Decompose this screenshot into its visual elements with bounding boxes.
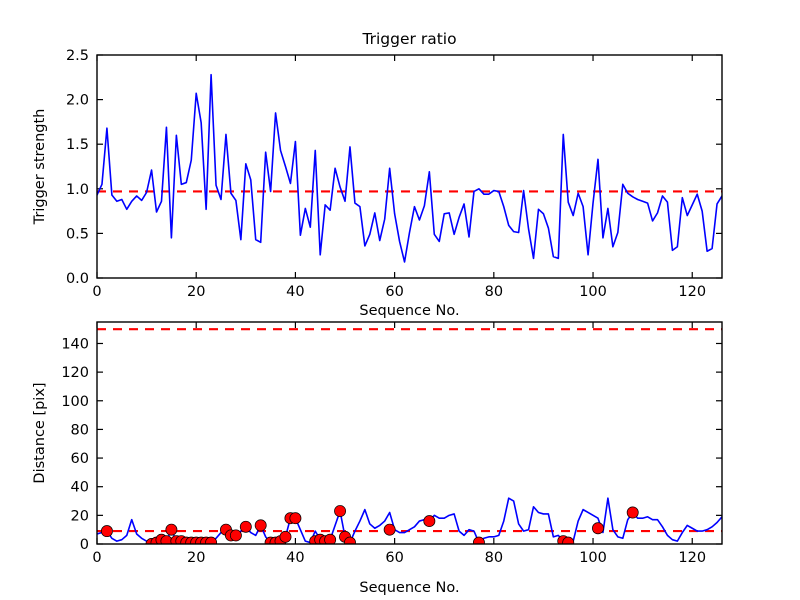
distance-ylabel: Distance [pix]: [32, 382, 48, 483]
distance-marker-point: [160, 535, 173, 544]
trigger-ratio-xtick-label: 20: [187, 284, 205, 300]
trigger-ratio-xtick-label: 40: [286, 284, 304, 300]
distance-xlabel: Sequence No.: [359, 580, 459, 596]
distance-marker-point: [324, 533, 337, 544]
trigger-ratio-title: Trigger ratio: [361, 30, 456, 48]
trigger-ratio-xtick-label: 80: [485, 284, 503, 300]
trigger-ratio-xtick-label: 120: [678, 284, 706, 300]
distance-marker-point: [592, 522, 604, 535]
distance-marker-point: [205, 536, 218, 544]
distance-marker-point: [423, 515, 436, 528]
distance-marker-point: [239, 520, 252, 533]
distance-marker-point: [289, 512, 302, 525]
distance-marker-point: [165, 523, 178, 536]
distance-marker-point: [100, 525, 113, 538]
distance-marker-point: [383, 523, 396, 536]
distance-marker-point: [254, 519, 267, 532]
distance-marker-point: [472, 536, 485, 544]
distance-marker-point: [626, 506, 639, 519]
distance-ytick-label: 140: [61, 336, 89, 352]
distance-xtick-label: 60: [385, 550, 403, 566]
distance-ytick-label: 60: [71, 451, 89, 467]
distance-ytick-label: 100: [61, 394, 89, 410]
distance-marker-point: [334, 505, 347, 518]
distance-xtick-label: 100: [579, 550, 607, 566]
trigger-ratio-ylabel: Trigger strength: [32, 109, 48, 226]
trigger-ratio-ytick-label: 0.0: [66, 271, 89, 287]
trigger-ratio-ytick-label: 2.5: [66, 48, 89, 64]
trigger-ratio-ytick-label: 0.5: [66, 226, 89, 242]
distance-ytick-label: 120: [61, 365, 89, 381]
trigger-ratio-ytick-label: 2.0: [66, 93, 89, 109]
distance-ytick-label: 0: [80, 537, 89, 553]
distance-xtick-label: 0: [92, 550, 101, 566]
distance-marker-point: [344, 536, 356, 544]
distance-xtick-label: 20: [187, 550, 205, 566]
distance-axes-frame: [96, 321, 723, 545]
distance-ytick-label: 80: [71, 422, 89, 438]
distance-xtick-label: 80: [485, 550, 503, 566]
distance-xtick-label: 120: [678, 550, 706, 566]
trigger-ratio-xlabel: Sequence No.: [359, 303, 459, 319]
distance-ytick-label: 20: [71, 508, 89, 524]
distance-marker-point: [279, 530, 292, 543]
distance-xtick-label: 40: [286, 550, 304, 566]
trigger-ratio-axes-frame: [96, 54, 723, 279]
trigger-ratio-xtick-label: 100: [579, 284, 607, 300]
trigger-ratio-ytick-label: 1.0: [66, 182, 89, 198]
trigger-ratio-xtick-label: 0: [92, 284, 101, 300]
trigger-ratio-ytick-label: 1.5: [66, 137, 89, 153]
distance-marker-point: [562, 536, 575, 544]
distance-marker-point: [229, 529, 242, 542]
distance-ytick-label: 40: [71, 480, 89, 496]
trigger-ratio-xtick-label: 60: [385, 284, 403, 300]
trigger-ratio-series-line: [97, 73, 722, 263]
